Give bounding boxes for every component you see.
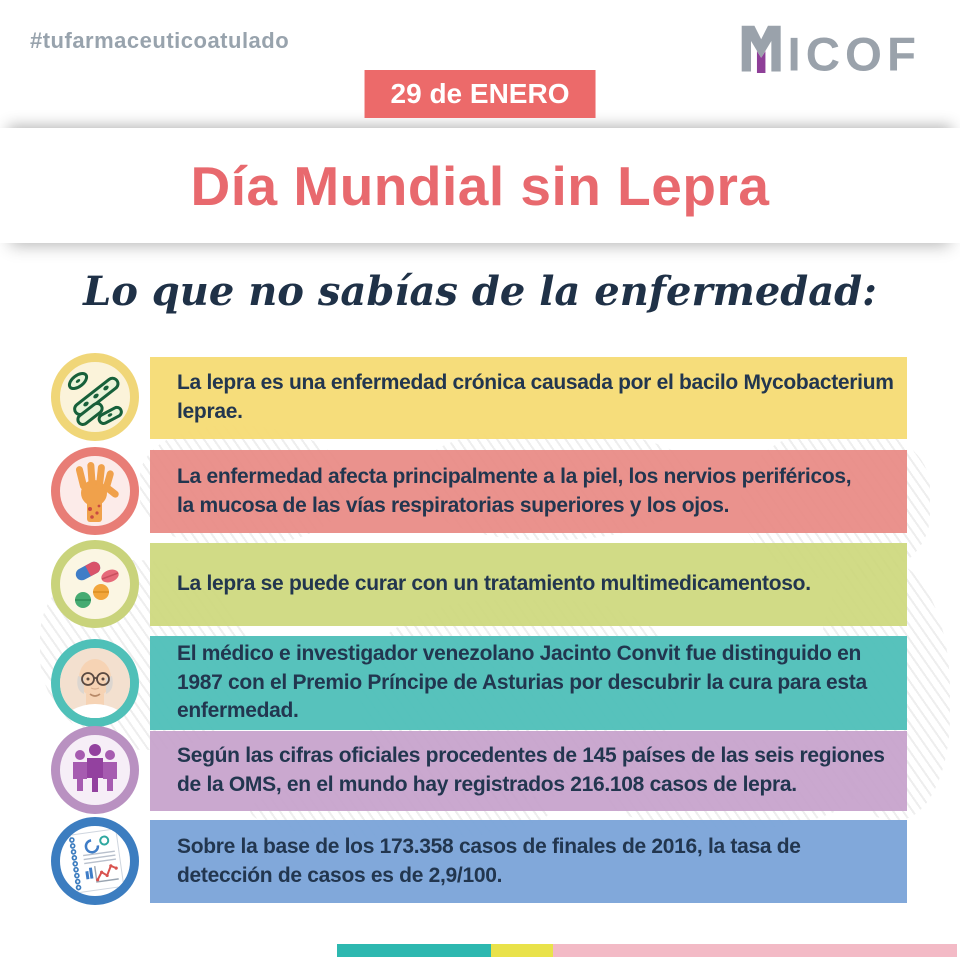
fact-row: Según las cifras oficiales procedentes d… bbox=[0, 726, 960, 814]
fact-bar: La enfermedad afecta principalmente a la… bbox=[150, 450, 907, 533]
pills-icon bbox=[75, 561, 119, 608]
fact-row: Sobre la base de los 173.358 casos de fi… bbox=[0, 817, 960, 905]
fact-bar: Sobre la base de los 173.358 casos de fi… bbox=[150, 820, 907, 903]
fact-text: La lepra es una enfermedad crónica causa… bbox=[177, 371, 894, 423]
micof-logo-graphic: ICOF bbox=[741, 25, 918, 82]
fact-row: La enfermedad afecta principalmente a la… bbox=[0, 447, 960, 535]
icon-circle bbox=[51, 817, 139, 905]
icon-circle bbox=[51, 447, 139, 535]
fact-text: El médico e investigador venezolano Jaci… bbox=[177, 641, 867, 723]
icon-circle bbox=[51, 639, 139, 727]
people-crowd-icon bbox=[73, 744, 117, 792]
jacinto-convit-portrait-icon bbox=[60, 648, 130, 718]
fact-bar: El médico e investigador venezolano Jaci… bbox=[150, 636, 907, 730]
fact-bar: Según las cifras oficiales procedentes d… bbox=[150, 731, 907, 811]
hand-icon bbox=[75, 461, 119, 522]
bacteria-icon bbox=[67, 371, 123, 427]
title-band: Día Mundial sin Lepra bbox=[0, 128, 960, 243]
icon-circle bbox=[51, 726, 139, 814]
page-title: Día Mundial sin Lepra bbox=[190, 154, 770, 217]
hashtag-text: #tufarmaceuticoatulado bbox=[30, 28, 290, 53]
strip-segment-teal bbox=[337, 944, 491, 957]
fact-text: La enfermedad afecta principalmente a la… bbox=[177, 464, 852, 517]
strip-segment-yellow bbox=[491, 944, 553, 957]
icon-circle bbox=[51, 353, 139, 441]
fact-bar: La lepra es una enfermedad crónica causa… bbox=[150, 357, 907, 439]
fact-text: Según las cifras oficiales procedentes d… bbox=[177, 744, 885, 796]
fact-row: El médico e investigador venezolano Jaci… bbox=[0, 636, 960, 730]
strip-segment-pink bbox=[553, 944, 957, 957]
fact-text: Sobre la base de los 173.358 casos de fi… bbox=[177, 834, 801, 887]
micof-logo: ICOF bbox=[740, 24, 918, 84]
icon-circle bbox=[51, 540, 139, 628]
date-badge: 29 de ENERO bbox=[364, 70, 596, 118]
fact-bar: La lepra se puede curar con un tratamien… bbox=[150, 543, 907, 626]
fact-text: La lepra se puede curar con un tratamien… bbox=[177, 572, 811, 596]
fact-row: La lepra se puede curar con un tratamien… bbox=[0, 540, 960, 628]
fact-row: La lepra es una enfermedad crónica causa… bbox=[0, 353, 960, 441]
subtitle-script: Lo que no sabías de la enfermedad: bbox=[83, 268, 877, 315]
chart-notebook-icon bbox=[69, 828, 125, 894]
svg-text:ICOF: ICOF bbox=[787, 29, 918, 74]
footer-color-strip bbox=[337, 944, 957, 957]
